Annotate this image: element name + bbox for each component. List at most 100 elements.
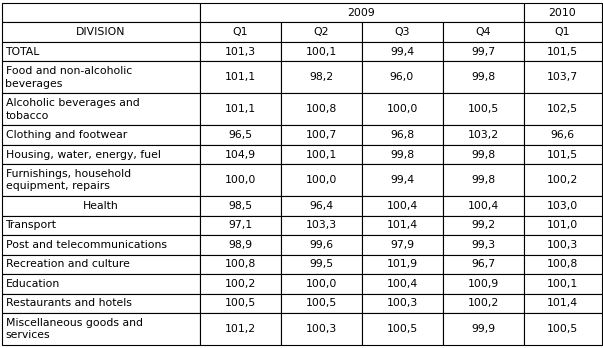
Text: 101,5: 101,5 xyxy=(547,150,578,159)
Bar xyxy=(1,313,200,345)
Bar xyxy=(443,216,523,235)
Text: 99,2: 99,2 xyxy=(471,220,495,230)
Bar xyxy=(523,42,602,62)
Text: 99,9: 99,9 xyxy=(471,324,495,334)
Text: 98,5: 98,5 xyxy=(228,201,252,211)
Text: Recreation and culture: Recreation and culture xyxy=(5,259,130,269)
Bar xyxy=(280,294,362,313)
Text: 100,5: 100,5 xyxy=(547,324,578,334)
Bar xyxy=(443,196,523,216)
Bar xyxy=(200,313,280,345)
Text: 100,2: 100,2 xyxy=(467,298,499,308)
Text: 97,9: 97,9 xyxy=(390,240,414,250)
Text: 100,1: 100,1 xyxy=(305,47,336,57)
Text: Restaurants and hotels: Restaurants and hotels xyxy=(5,298,131,308)
Text: 99,6: 99,6 xyxy=(309,240,333,250)
Bar xyxy=(362,235,443,255)
Bar xyxy=(200,145,280,164)
Text: 100,3: 100,3 xyxy=(305,324,336,334)
Bar xyxy=(443,125,523,145)
Text: 100,5: 100,5 xyxy=(305,298,336,308)
Text: 96,8: 96,8 xyxy=(390,130,414,140)
Bar xyxy=(362,145,443,164)
Bar xyxy=(523,3,602,23)
Text: Q4: Q4 xyxy=(475,27,491,37)
Text: 96,0: 96,0 xyxy=(390,72,414,82)
Text: 100,1: 100,1 xyxy=(305,150,336,159)
Bar xyxy=(200,164,280,196)
Text: 98,2: 98,2 xyxy=(309,72,333,82)
Bar xyxy=(443,235,523,255)
Text: 100,0: 100,0 xyxy=(224,175,256,185)
Bar xyxy=(200,255,280,274)
Bar xyxy=(1,3,200,23)
Text: 100,0: 100,0 xyxy=(305,279,336,289)
Bar xyxy=(362,255,443,274)
Bar xyxy=(523,235,602,255)
Bar xyxy=(1,196,200,216)
Text: Clothing and footwear: Clothing and footwear xyxy=(5,130,127,140)
Text: 100,2: 100,2 xyxy=(547,175,578,185)
Text: Health: Health xyxy=(83,201,118,211)
Bar xyxy=(443,23,523,42)
Bar xyxy=(523,216,602,235)
Bar xyxy=(1,255,200,274)
Text: 100,5: 100,5 xyxy=(467,104,499,114)
Bar xyxy=(1,93,200,125)
Text: 100,7: 100,7 xyxy=(305,130,336,140)
Bar xyxy=(1,216,200,235)
Text: 101,2: 101,2 xyxy=(224,324,256,334)
Bar xyxy=(200,125,280,145)
Bar xyxy=(523,294,602,313)
Text: 103,3: 103,3 xyxy=(306,220,336,230)
Text: 100,4: 100,4 xyxy=(467,201,499,211)
Bar xyxy=(362,93,443,125)
Bar xyxy=(1,274,200,294)
Text: Alcoholic beverages and
tobacco: Alcoholic beverages and tobacco xyxy=(5,98,139,120)
Bar xyxy=(1,164,200,196)
Text: Housing, water, energy, fuel: Housing, water, energy, fuel xyxy=(5,150,160,159)
Text: 100,3: 100,3 xyxy=(387,298,418,308)
Text: 100,4: 100,4 xyxy=(387,201,418,211)
Bar xyxy=(443,313,523,345)
Bar xyxy=(200,294,280,313)
Bar xyxy=(362,294,443,313)
Text: 101,0: 101,0 xyxy=(547,220,578,230)
Text: 100,5: 100,5 xyxy=(224,298,256,308)
Bar xyxy=(280,196,362,216)
Text: 99,7: 99,7 xyxy=(471,47,495,57)
Bar xyxy=(1,23,200,42)
Text: 101,3: 101,3 xyxy=(224,47,256,57)
Bar xyxy=(362,62,443,93)
Text: 101,9: 101,9 xyxy=(387,259,417,269)
Bar xyxy=(443,164,523,196)
Bar xyxy=(523,196,602,216)
Text: 97,1: 97,1 xyxy=(228,220,252,230)
Text: 101,4: 101,4 xyxy=(547,298,578,308)
Text: 101,4: 101,4 xyxy=(387,220,417,230)
Text: 99,5: 99,5 xyxy=(309,259,333,269)
Bar xyxy=(280,235,362,255)
Bar xyxy=(200,274,280,294)
Bar xyxy=(362,125,443,145)
Text: 100,3: 100,3 xyxy=(547,240,578,250)
Text: 100,8: 100,8 xyxy=(224,259,256,269)
Text: Transport: Transport xyxy=(5,220,57,230)
Text: 96,6: 96,6 xyxy=(551,130,575,140)
Text: 100,2: 100,2 xyxy=(224,279,256,289)
Bar xyxy=(362,23,443,42)
Text: Miscellaneous goods and
services: Miscellaneous goods and services xyxy=(5,318,142,340)
Text: 100,1: 100,1 xyxy=(547,279,578,289)
Text: 99,8: 99,8 xyxy=(471,72,495,82)
Bar xyxy=(200,42,280,62)
Text: 96,7: 96,7 xyxy=(471,259,495,269)
Bar xyxy=(280,255,362,274)
Bar xyxy=(280,164,362,196)
Bar xyxy=(200,23,280,42)
Text: Q2: Q2 xyxy=(313,27,329,37)
Text: 100,9: 100,9 xyxy=(467,279,499,289)
Text: 101,1: 101,1 xyxy=(224,72,256,82)
Text: Q3: Q3 xyxy=(394,27,410,37)
Text: 98,9: 98,9 xyxy=(228,240,252,250)
Text: 99,8: 99,8 xyxy=(471,150,495,159)
